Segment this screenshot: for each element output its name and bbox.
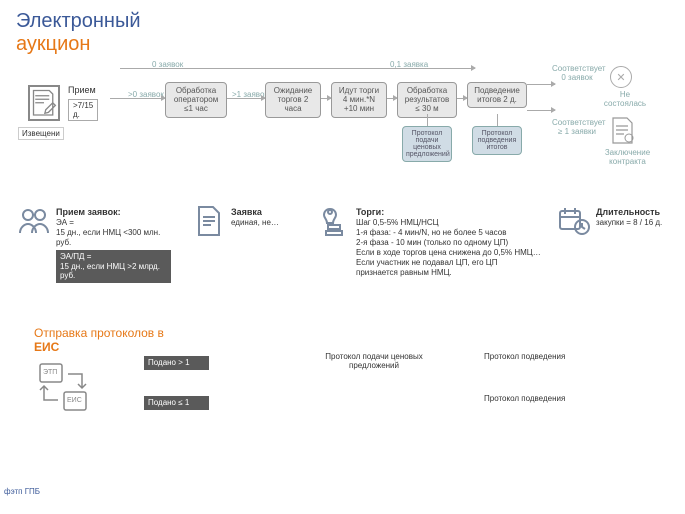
- info4-title: Длительность: [596, 207, 671, 218]
- title-line1: Электронный: [16, 10, 141, 33]
- info4-l1: закупки = 8 / 16 д.: [596, 218, 671, 228]
- info2-title: Заявка: [231, 207, 301, 218]
- proto-row-1: Подано > 1 Протокол подачи ценовых предл…: [144, 354, 209, 394]
- info-block-auction: Торги: Шаг 0,5-5% НМЦ/НСЦ 1-я фаза: - 4 …: [318, 205, 543, 280]
- flow-result-1a: Не состоялась: [600, 90, 650, 108]
- info3-l4: Если в ходе торгов цена снижена до 0,5% …: [356, 248, 541, 258]
- flow-arrow-a3: [321, 98, 331, 99]
- info1-l2: 15 дн., если НМЦ <300 млн. руб.: [56, 228, 171, 248]
- contract-icon: [610, 116, 636, 148]
- flow-box-2: Ожидание торгов 2 часа: [265, 82, 321, 118]
- flow-box-1: Обработка оператором ≤1 час: [165, 82, 227, 118]
- flow-arrow-r2: [527, 110, 555, 111]
- cross-icon: ✕: [610, 66, 632, 88]
- info3-l2: 1-я фаза: - 4 мин/N, но не более 5 часов: [356, 228, 541, 238]
- info3-title: Торги:: [356, 207, 541, 218]
- document-sign-icon: [28, 85, 60, 121]
- protocols-section: Отправка протоколов в ЕИС ЭТП ЕИС Подано…: [34, 326, 665, 354]
- flow-box-3: Идут торги 4 мин.*N +10 мин: [331, 82, 387, 118]
- flow-arrow-a2: [227, 98, 265, 99]
- flow-conn-p1: [427, 114, 428, 126]
- proto-title-1: Отправка протоколов в: [34, 326, 164, 340]
- info-block-duration: Длительность закупки = 8 / 16 д.: [558, 205, 673, 230]
- info-block-applications: Прием заявок: ЭА = 15 дн., если НМЦ <300…: [18, 205, 173, 285]
- proto-r1-p2: Протокол подведения: [484, 352, 584, 361]
- flow-conn-p2: [497, 114, 498, 126]
- eis-label: ЕИС: [67, 397, 82, 404]
- etp-eis-icon: ЭТП ЕИС: [38, 362, 88, 412]
- flow-result-2a: Заключение контракта: [600, 148, 655, 166]
- price-badge: >7/15 д.: [68, 99, 98, 121]
- proto-r1-p1: Протокол подачи ценовых предложений: [324, 352, 424, 370]
- footer-logo: фэтп ГПБ: [4, 487, 40, 496]
- proto-r2-p: Протокол подведения: [484, 394, 584, 403]
- flow-proto-1: Протокол подачи ценовых предложений: [402, 126, 452, 162]
- info3-l1: Шаг 0,5-5% НМЦ/НСЦ: [356, 218, 541, 228]
- info-block-request: Заявка единая, не…: [193, 205, 303, 230]
- info1-l1: ЭА =: [56, 218, 74, 227]
- info2-l1: единая, не…: [231, 218, 301, 228]
- price-label-text: Прием: [68, 85, 96, 95]
- flow-proto-2: Протокол подведения итогов: [472, 126, 522, 155]
- flow-arrow-a4: [387, 98, 397, 99]
- flow-arrow-a1: [110, 98, 165, 99]
- flow-box-4: Обработка результатов ≤ 30 м: [397, 82, 457, 118]
- flow-result-2: Соответствует ≥ 1 заявки: [552, 118, 602, 136]
- info3-l5: Если участник не подавал ЦП, его ЦП приз…: [356, 258, 541, 278]
- info1-d2: 15 дн., если НМЦ >2 млрд. руб.: [60, 262, 160, 281]
- info1-title: Прием заявок:: [56, 207, 171, 218]
- people-icon: [18, 205, 50, 237]
- etp-label: ЭТП: [43, 369, 57, 376]
- title-line2: аукцион: [16, 33, 141, 56]
- proto-title: Отправка протоколов в ЕИС: [34, 326, 665, 354]
- price-note: Извещени: [18, 127, 64, 140]
- proto-row-2: Подано ≤ 1 Протокол подведения: [144, 394, 209, 434]
- info1-darkbox: ЭА/ПД = 15 дн., если НМЦ >2 млрд. руб.: [56, 250, 171, 283]
- price-label: Прием >7/15 д.: [68, 85, 98, 121]
- info1-d1: ЭА/ПД =: [60, 252, 91, 261]
- proto-title-2: ЕИС: [34, 340, 59, 354]
- calendar-clock-icon: [558, 205, 590, 237]
- proto-r1-badge: Подано > 1: [144, 356, 209, 370]
- flow-arrow-r1: [527, 84, 555, 85]
- page-title: Электронный аукцион: [12, 8, 291, 58]
- flow-label-one: 0,1 заявка: [390, 60, 428, 69]
- flow-box-5: Подведение итогов 2 д.: [467, 82, 527, 108]
- chess-icon: [318, 205, 350, 237]
- flow-result-1: Соответствует 0 заявок: [552, 64, 602, 82]
- proto-r2-badge: Подано ≤ 1: [144, 396, 209, 410]
- flow-arrow-a5: [457, 98, 467, 99]
- info3-l3: 2-я фаза - 10 мин (только по одному ЦП): [356, 238, 541, 248]
- flowchart: 0 заявок 0,1 заявка >0 заявок Обработка …: [120, 60, 675, 180]
- price-block: Прием >7/15 д. Извещени: [28, 85, 60, 121]
- document-icon: [193, 205, 225, 237]
